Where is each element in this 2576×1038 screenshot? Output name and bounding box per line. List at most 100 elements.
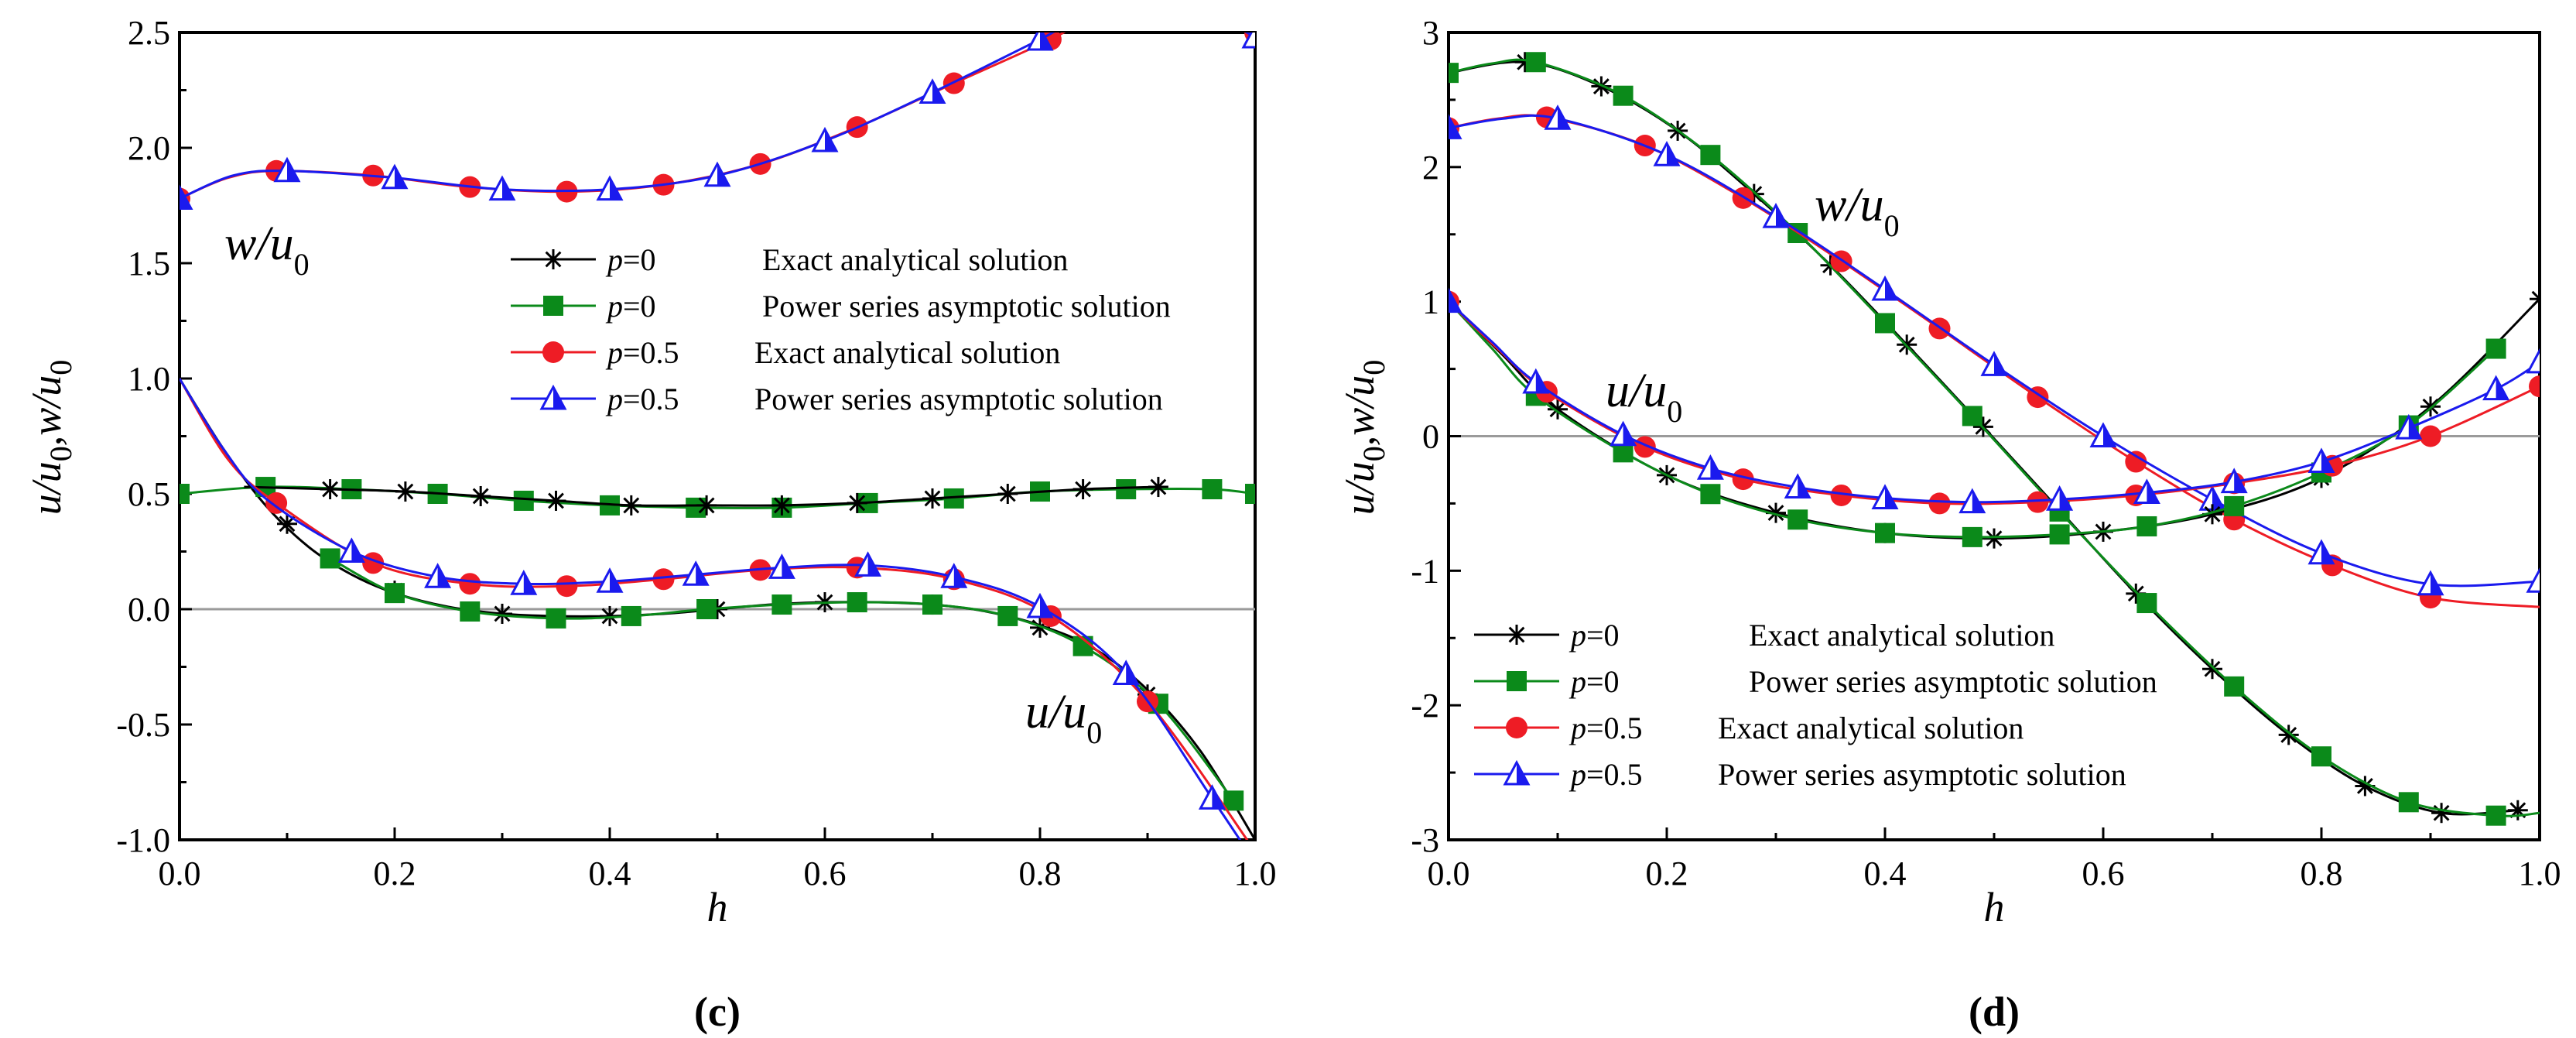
- y-tick-label: -0.5: [116, 706, 170, 744]
- legend-p-value: =0.5: [1586, 757, 1643, 792]
- legend-text: Exact analytical solution: [762, 242, 1068, 277]
- legend-marker: [543, 296, 563, 316]
- legend-entry: p=0.5 Exact analytical solution: [1474, 711, 2024, 745]
- legend-p-value: =0.5: [623, 382, 679, 416]
- legend-text: Exact analytical solution: [1718, 711, 2024, 745]
- data-point: [1732, 468, 1754, 491]
- legend-label: p=0.5 Exact analytical solution: [605, 335, 1060, 370]
- legend-p-value: =0: [623, 242, 656, 277]
- x-tick-label: 0.0: [159, 855, 201, 892]
- data-point: [1875, 313, 1895, 334]
- data-point: [703, 161, 731, 187]
- data-point: [395, 481, 416, 502]
- data-point: [424, 563, 452, 588]
- y-tick-label: -1: [1411, 552, 1439, 590]
- data-point: [510, 570, 538, 595]
- legend-marker: [1503, 759, 1531, 786]
- data-point: [1762, 202, 1790, 228]
- legend-entry: p=0.5 Power series asymptotic solution: [1474, 757, 2126, 792]
- legend-label: p=0.5 Power series asymptotic solution: [1569, 757, 2126, 792]
- legend-p-value: =0: [623, 289, 656, 324]
- legend-entry: p=0 Power series asymptotic solution: [1474, 664, 2157, 699]
- panel-d-annot-u: u/u0: [1606, 365, 1682, 429]
- x-tick-label: 1.0: [1234, 855, 1277, 892]
- data-point: [2202, 659, 2222, 680]
- data-point: [1928, 492, 1951, 515]
- data-point: [1700, 484, 1721, 505]
- data-point: [621, 605, 641, 626]
- data-point: [1787, 509, 1808, 530]
- x-tick-label: 0.0: [1428, 855, 1470, 892]
- data-point: [1696, 454, 1724, 480]
- data-point: [696, 599, 717, 619]
- legend-label: p=0 Power series asymptotic solution: [1569, 664, 2157, 699]
- data-point: [2049, 524, 2070, 545]
- data-point: [2224, 676, 2245, 697]
- data-point: [1148, 477, 1168, 498]
- panel-d: 0.0 0.2 0.4 0.6 0.8 1.0 -3 -2 -1 0 1 2 3 h u/u0,w/u…: [1336, 14, 2561, 1035]
- panel-d-annot-w: w/u0: [1815, 179, 1900, 243]
- legend-p: p: [1569, 618, 1586, 653]
- data-point: [2027, 491, 2049, 513]
- legend-entry: p=0 Power series asymptotic solution: [511, 289, 1171, 324]
- data-point: [847, 492, 867, 513]
- y-tick-label: 0.5: [128, 475, 170, 513]
- x-tick-label: 0.6: [2082, 855, 2125, 892]
- legend-p: p: [605, 289, 623, 324]
- legend-p-value: =0: [1586, 664, 1620, 699]
- data-point: [1241, 33, 1255, 49]
- data-point: [2431, 803, 2452, 824]
- data-point: [919, 78, 946, 104]
- legend-marker: [1507, 671, 1527, 691]
- data-point: [180, 184, 193, 211]
- y-tick-label: 0: [1422, 418, 1439, 456]
- legend-marker: [1507, 625, 1527, 645]
- data-point: [2307, 539, 2335, 565]
- data-point: [621, 495, 641, 516]
- panel-c-series: [180, 33, 1255, 840]
- data-point: [459, 573, 481, 595]
- legend-label: p=0 Power series asymptotic solution: [605, 289, 1171, 324]
- x-tick-label: 0.2: [374, 855, 416, 892]
- data-point: [596, 567, 624, 593]
- data-point: [1116, 479, 1137, 500]
- data-point: [277, 513, 297, 534]
- legend-p: p: [605, 382, 623, 416]
- data-point: [2485, 805, 2506, 826]
- data-point: [1700, 145, 1721, 166]
- data-point: [1026, 592, 1054, 618]
- data-point: [940, 563, 968, 588]
- data-point: [1830, 484, 1852, 506]
- data-point: [1984, 528, 2004, 549]
- legend-label: p=0 Exact analytical solution: [605, 242, 1068, 277]
- y-tick-label: 2.5: [128, 14, 170, 52]
- legend-marker: [1506, 717, 1527, 738]
- data-point: [1959, 488, 1986, 514]
- data-point: [2125, 450, 2147, 473]
- data-point: [2089, 422, 2117, 447]
- data-point: [546, 608, 566, 629]
- data-point: [1112, 659, 1140, 685]
- data-point: [2136, 593, 2157, 614]
- data-point: [320, 548, 340, 569]
- legend-text: Exact analytical solution: [754, 335, 1060, 370]
- data-point: [1962, 526, 1982, 547]
- y-tick-label: 0.0: [128, 591, 170, 629]
- data-point: [854, 551, 882, 577]
- panel-c-label: (c): [694, 988, 741, 1035]
- legend-p-value: =0.5: [1586, 711, 1643, 745]
- legend-p: p: [605, 242, 623, 277]
- panel-c-y-ticks: -1.0 -0.5 0.0 0.5 1.0 1.5 2.0 2.5: [116, 14, 192, 859]
- panel-c-y-label: u/u0,w/u0: [23, 360, 78, 516]
- data-point: [771, 594, 792, 615]
- panel-d-label: (d): [1969, 988, 2020, 1035]
- data-point: [2355, 776, 2376, 796]
- panel-c-x-ticks: 0.0 0.2 0.4 0.6 0.8 1.0: [159, 827, 1277, 892]
- data-point: [1980, 351, 2008, 376]
- y-tick-label: 1.0: [128, 360, 170, 398]
- legend-p: p: [1569, 711, 1586, 745]
- y-tick-label: 2.0: [128, 129, 170, 167]
- y-tick-label: 1.5: [128, 245, 170, 283]
- data-point: [1072, 479, 1093, 500]
